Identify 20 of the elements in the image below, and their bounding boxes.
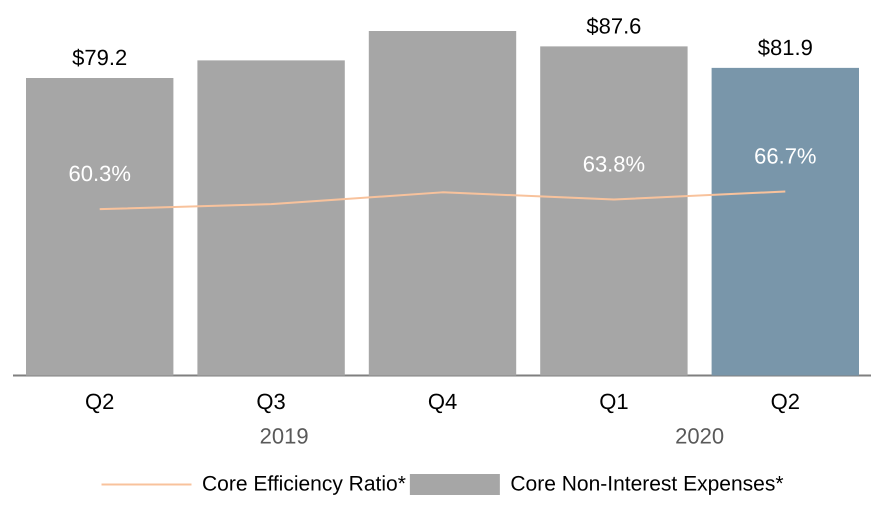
x-tick-label: Q3	[256, 388, 286, 414]
bar	[540, 46, 688, 376]
text: 2020	[675, 424, 724, 449]
x-tick-label: Q2	[85, 388, 114, 414]
bar	[26, 78, 174, 376]
bar	[197, 60, 345, 376]
x-tick-label: Q4	[428, 388, 458, 414]
data-label: $87.6	[586, 13, 642, 38]
data-label: 60.3%	[68, 161, 131, 186]
bar	[712, 68, 859, 376]
x-tick-label: Q1	[599, 388, 629, 414]
legend-label: Core Non-Interest Expenses*	[510, 472, 784, 496]
data-label: 66.7%	[754, 144, 816, 169]
data-label: $81.9	[758, 34, 813, 60]
x-tick-label: Q2	[770, 388, 800, 414]
data-label: $79.2	[72, 45, 128, 70]
legend-label: Core Efficiency Ratio*	[202, 472, 406, 496]
text: 2019	[260, 424, 309, 449]
bar	[368, 31, 516, 376]
data-label: 63.8%	[582, 152, 646, 177]
